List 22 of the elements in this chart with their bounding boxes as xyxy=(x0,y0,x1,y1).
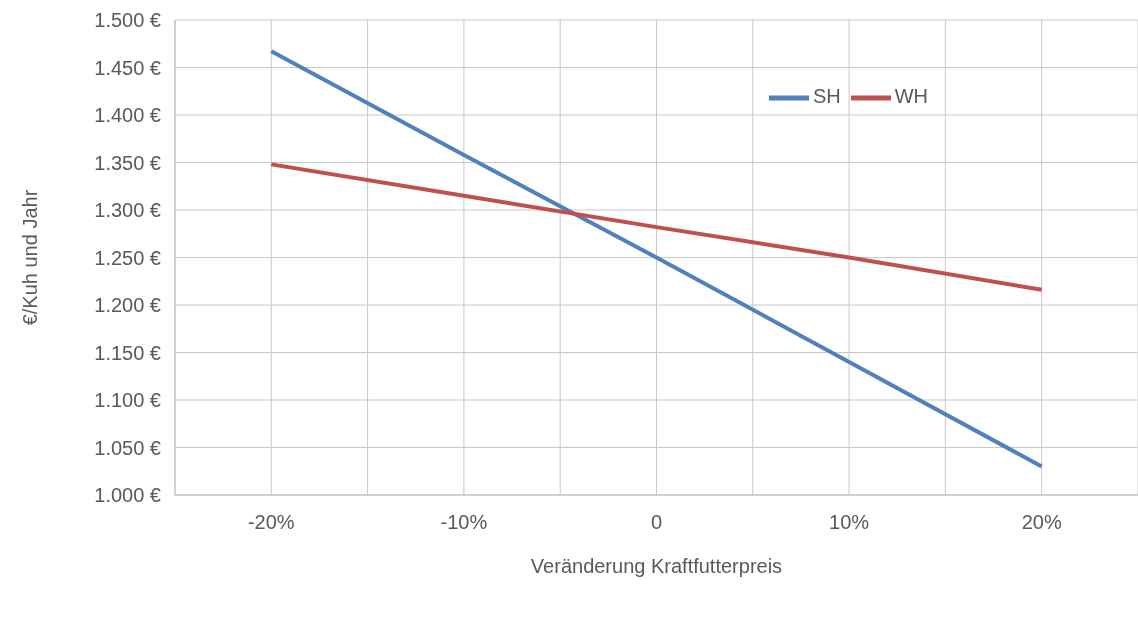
x-tick-label: 10% xyxy=(829,511,870,534)
line-series xyxy=(269,162,1044,292)
line-series xyxy=(269,49,1044,469)
x-tick-label: -10% xyxy=(440,511,488,534)
x-tick-label: 0 xyxy=(650,511,663,534)
legend-label: WH xyxy=(894,85,928,108)
y-tick-label: 1.450 € xyxy=(94,56,161,79)
y-tick-label: 1.250 € xyxy=(94,246,161,269)
y-tick-label: 1.150 € xyxy=(94,341,161,364)
x-axis-title: Veränderung Kraftfutterpreis xyxy=(530,555,783,577)
y-tick-label: 1.300 € xyxy=(94,199,161,222)
y-tick-label: 1.400 € xyxy=(94,104,161,127)
x-tick-label: 20% xyxy=(1021,511,1062,534)
y-tick-label: 1.100 € xyxy=(94,389,161,412)
x-tick-label: -20% xyxy=(247,511,295,534)
y-axis-title: €/Kuh und Jahr xyxy=(19,189,42,326)
y-tick-label: 1.050 € xyxy=(94,436,161,459)
y-tick-label: 1.350 € xyxy=(94,151,161,174)
legend-label: SH xyxy=(812,85,841,108)
y-tick-label: 1.000 € xyxy=(94,484,161,507)
y-tick-label: 1.200 € xyxy=(94,294,161,317)
y-tick-label: 1.500 € xyxy=(94,9,161,32)
